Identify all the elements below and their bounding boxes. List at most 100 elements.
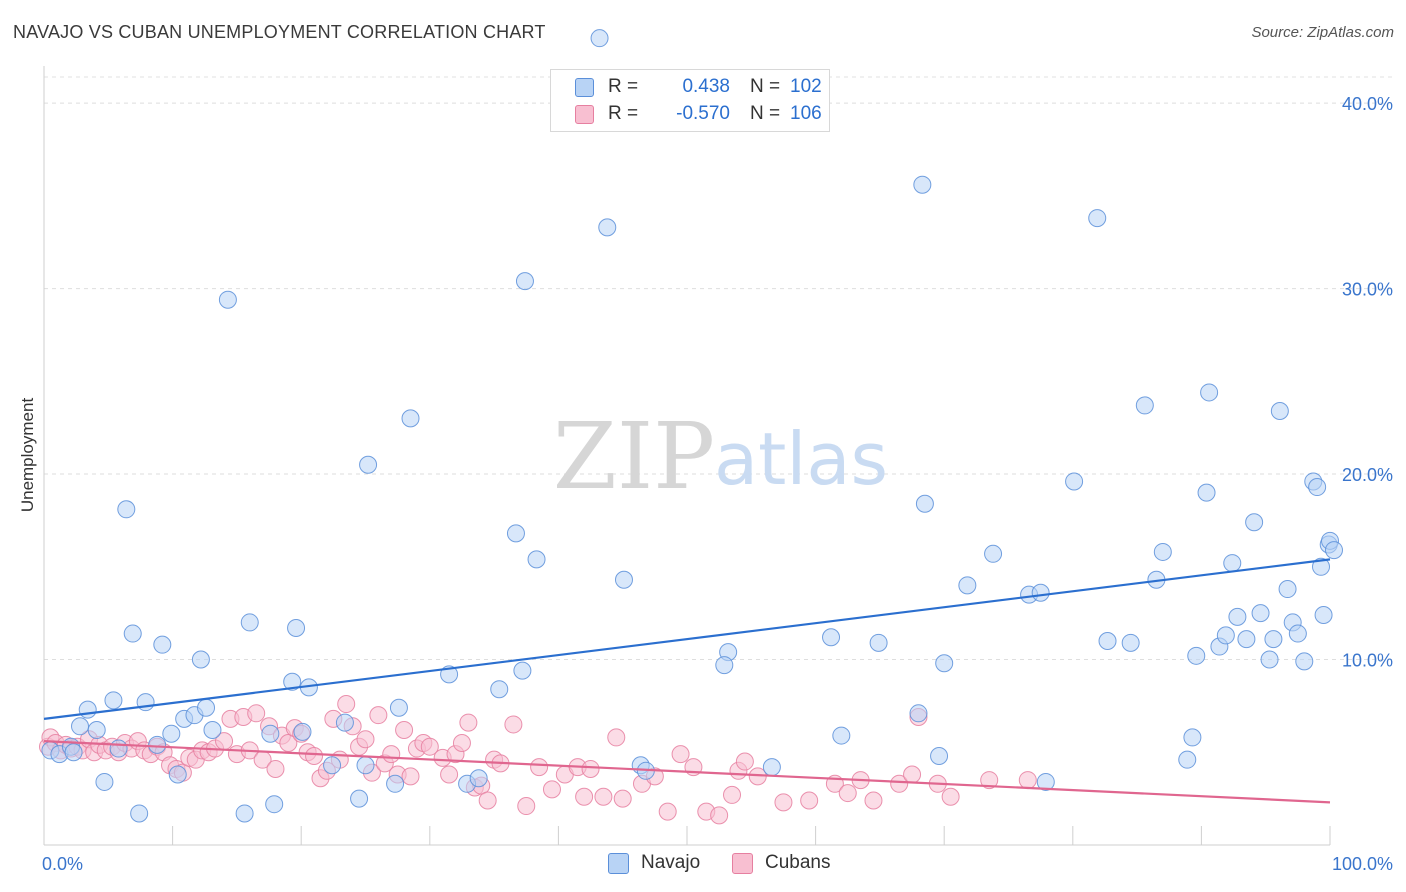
navajo-point: [109, 739, 128, 758]
legend-n-label: N =: [750, 76, 781, 97]
legend-n-label: N =: [750, 103, 781, 124]
legend-r-label: R =: [608, 76, 639, 97]
cubans-point: [735, 752, 754, 771]
cubans-point: [613, 789, 632, 808]
cubans-swatch: [732, 852, 753, 874]
cubans-point: [530, 758, 549, 777]
cubans-point: [774, 793, 793, 812]
cubans-point: [504, 715, 523, 734]
navajo-point: [1278, 580, 1297, 599]
navajo-point: [287, 618, 306, 637]
navajo-point: [95, 772, 114, 791]
navajo-point: [930, 746, 949, 765]
navajo-point: [136, 693, 155, 712]
legend-r-value: -0.570: [676, 103, 730, 124]
y-tick-label: 10.0%: [1342, 651, 1393, 671]
navajo-point: [832, 726, 851, 745]
navajo-point: [389, 698, 408, 717]
navajo-point: [1200, 383, 1219, 402]
navajo-point: [1251, 604, 1270, 623]
grid-lines: [44, 76, 1392, 661]
navajo-point: [490, 680, 509, 699]
navajo-point: [203, 721, 222, 740]
navajo-point: [87, 721, 106, 740]
cubans-point: [542, 780, 561, 799]
trend-lines: [43, 558, 1331, 804]
cubans-point: [452, 733, 471, 752]
navajo-point: [1264, 630, 1283, 649]
cubans-point: [941, 787, 960, 806]
cubans-point: [903, 765, 922, 784]
navajo-point: [323, 756, 342, 775]
navajo-point: [283, 672, 302, 691]
cubans-point: [305, 746, 324, 765]
navajo-point: [1295, 652, 1314, 671]
navajo-point: [1183, 728, 1202, 747]
navajo-point: [1031, 583, 1050, 602]
navajo-point: [614, 570, 633, 589]
watermark-atlas: atlas: [714, 417, 888, 501]
chart-title: NAVAJO VS CUBAN UNEMPLOYMENT CORRELATION…: [13, 22, 546, 42]
axes: [43, 66, 1331, 846]
legend-row-navajo: R = 0.438 N = 102: [575, 75, 822, 99]
legend-n-value: 102: [790, 76, 822, 97]
y-tick-label: 40.0%: [1342, 94, 1393, 114]
navajo-point: [1308, 478, 1327, 497]
navajo-point: [513, 661, 532, 680]
navajo-point: [1135, 396, 1154, 415]
cubans-point: [980, 771, 999, 790]
navajo-point: [1098, 631, 1117, 650]
cubans-point: [279, 733, 298, 752]
navajo-point: [1153, 542, 1172, 561]
cubans-point: [575, 787, 594, 806]
navajo-point: [598, 218, 617, 237]
legend-row-cubans: R = -0.570 N = 106: [575, 102, 822, 126]
legend-item-cubans: Cubans: [732, 852, 831, 874]
navajo-point: [104, 691, 123, 710]
cubans-point: [1018, 771, 1037, 790]
cubans-swatch: [575, 104, 594, 124]
navajo-point: [168, 765, 187, 784]
navajo-point: [235, 804, 254, 823]
navajo-point: [1311, 557, 1330, 576]
cubans-point: [247, 704, 266, 723]
y-tick-label: 20.0%: [1342, 465, 1393, 485]
stats-legend: R = 0.438 N = 102 R = -0.570 N = 106: [550, 69, 830, 132]
navajo-point: [1216, 626, 1235, 645]
cubans-point: [266, 759, 285, 778]
x-tick-label: 0.0%: [42, 854, 83, 874]
navajo-point: [64, 743, 83, 762]
cubans-point: [658, 802, 677, 821]
navajo-point: [71, 717, 90, 736]
cubans-point: [607, 728, 626, 747]
navajo-point: [218, 290, 237, 309]
legend-label-cubans: Cubans: [765, 852, 831, 873]
navajo-point: [935, 654, 954, 673]
navajo-point: [1270, 401, 1289, 420]
navajo-point: [1325, 541, 1343, 560]
navajo-point: [117, 500, 136, 519]
cubans-point: [594, 787, 613, 806]
navajo-point: [1036, 772, 1055, 791]
navajo-point: [909, 704, 928, 723]
navajo-point: [261, 724, 280, 743]
cubans-point: [671, 745, 690, 764]
navajo-swatch: [608, 852, 629, 874]
navajo-point: [130, 804, 149, 823]
navajo-swatch: [575, 77, 594, 97]
legend-label-navajo: Navajo: [641, 852, 701, 873]
legend-item-navajo: Navajo: [608, 852, 700, 874]
navajo-point: [153, 635, 172, 654]
source-label: Source: ZipAtlas.com: [1251, 24, 1394, 41]
navajo-point: [762, 758, 781, 777]
navajo-point: [335, 713, 354, 732]
navajo-point: [1237, 630, 1256, 649]
data-points: [39, 29, 1343, 825]
cubans-point: [864, 791, 883, 810]
cubans-point: [369, 706, 388, 725]
navajo-point: [265, 795, 284, 814]
navajo-point: [1088, 209, 1107, 228]
watermark-zip: ZIP: [553, 403, 715, 510]
navajo-point: [1245, 513, 1264, 532]
cubans-point: [581, 759, 600, 778]
